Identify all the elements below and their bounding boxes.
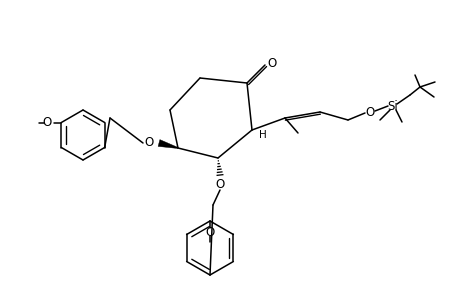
Text: O: O	[144, 136, 153, 149]
Text: H: H	[258, 130, 266, 140]
Polygon shape	[158, 140, 178, 148]
Text: O: O	[205, 226, 214, 239]
Text: O: O	[43, 116, 52, 129]
Text: O: O	[364, 106, 374, 118]
Text: O: O	[215, 178, 224, 191]
Text: O: O	[267, 56, 276, 70]
Text: Si: Si	[387, 100, 397, 112]
